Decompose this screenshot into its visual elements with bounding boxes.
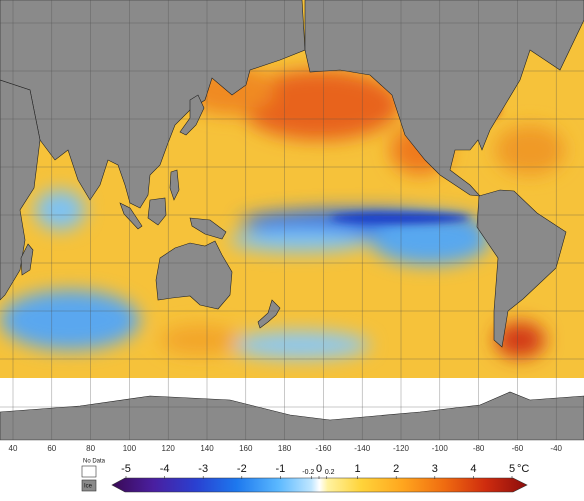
unit-label: °C	[517, 463, 529, 475]
longitude-labels: 40 60 80 100 120 140 160 180 -160 -140 -120 -100 -80…	[9, 444, 563, 453]
lon-label: 140	[200, 444, 214, 453]
lon-label: 120	[162, 444, 176, 453]
lon-label: 60	[47, 444, 56, 453]
map-area	[0, 0, 584, 440]
lon-label: -160	[315, 444, 332, 453]
no-data-swatch	[81, 465, 97, 478]
lon-label: -100	[432, 444, 449, 453]
eurasia	[0, 0, 306, 209]
lon-label: 100	[123, 444, 137, 453]
colorbar-label: 3	[432, 463, 438, 475]
colorbar-label: -3	[198, 463, 208, 475]
ice-swatch	[81, 479, 97, 492]
lon-label: -40	[550, 444, 562, 453]
colorbar	[111, 477, 528, 493]
lon-label: -120	[393, 444, 410, 453]
lon-label: -60	[512, 444, 524, 453]
lon-label: 180	[278, 444, 292, 453]
japan	[179, 94, 205, 136]
continents	[0, 0, 584, 440]
colorbar-ticks: -5 -4 -3 -2 -1 -0.2 0 0.2 1 2 3 4 5 °C	[121, 463, 529, 479]
philippines	[169, 169, 180, 201]
no-data-label: No Data	[83, 459, 106, 465]
madagascar	[20, 243, 34, 276]
colorbar-label: 1	[355, 463, 361, 475]
colorbar-label: 5	[509, 463, 515, 475]
australia	[155, 240, 233, 310]
new-zealand	[257, 299, 281, 329]
lon-label: -140	[354, 444, 371, 453]
colorbar-label: 0.2	[325, 469, 335, 476]
ice-label: Ice	[84, 484, 93, 490]
lon-label: 40	[9, 444, 18, 453]
colorbar-label: -2	[237, 463, 247, 475]
new-guinea	[189, 217, 227, 240]
africa	[0, 79, 41, 301]
colorbar-label: -1	[276, 463, 286, 475]
sumatra	[119, 202, 143, 230]
north-america	[304, 0, 584, 197]
south-america	[476, 189, 567, 348]
colorbar-label: 4	[470, 463, 476, 475]
colorbar-label: 0	[316, 463, 322, 475]
lon-label: -80	[473, 444, 485, 453]
colorbar-label: -5	[121, 463, 131, 475]
colorbar-label: -4	[160, 463, 170, 475]
lon-label: 160	[239, 444, 253, 453]
antarctica	[0, 391, 584, 440]
graticule	[0, 0, 584, 440]
colorbar-label: -0.2	[302, 469, 314, 476]
colorbar-label: 2	[393, 463, 399, 475]
lon-label: 80	[86, 444, 95, 453]
